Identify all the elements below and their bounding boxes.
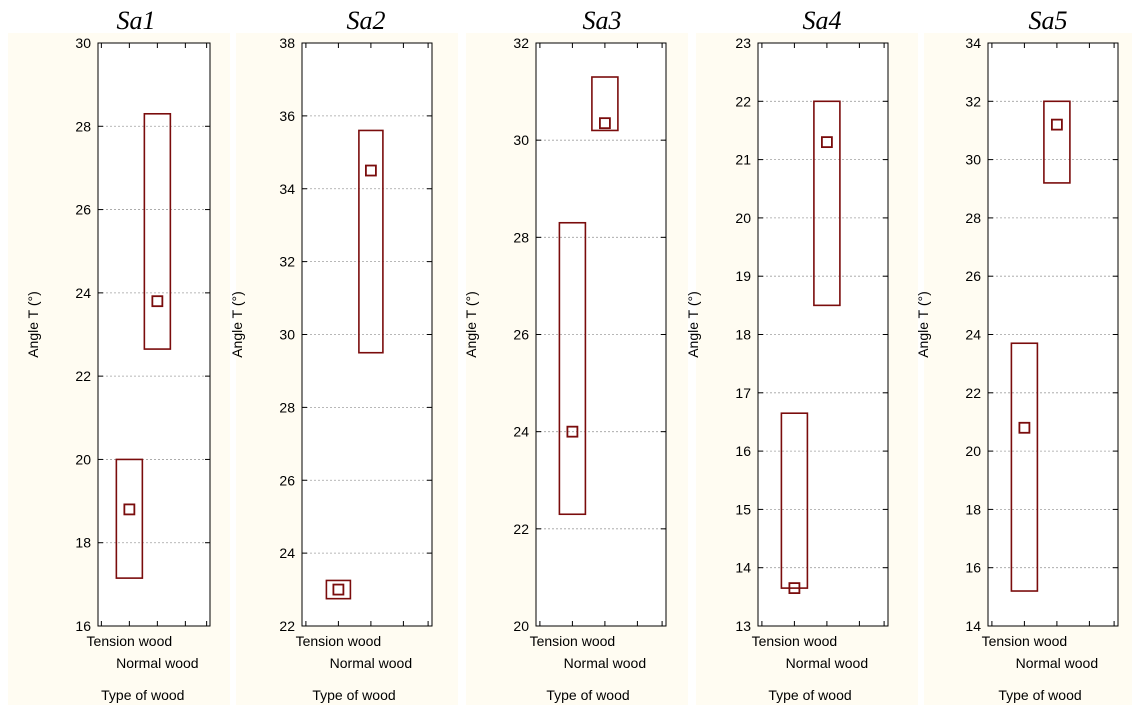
- y-axis-title: Angle T (°): [25, 291, 41, 358]
- x-axis-title: Type of wood: [546, 687, 629, 703]
- median-marker: [788, 582, 801, 595]
- y-tick-label: 24: [965, 327, 981, 343]
- y-tick-label: 26: [279, 472, 295, 488]
- plot-area: [98, 43, 210, 626]
- y-tick-label: 32: [965, 93, 981, 109]
- y-tick-label: 22: [279, 618, 295, 634]
- x-category-label: Tension wood: [982, 633, 1068, 649]
- x-category-label: Normal wood: [786, 655, 868, 671]
- box-normal-wood: [591, 76, 619, 132]
- y-tick-label: 22: [735, 93, 751, 109]
- y-tick-label: 26: [965, 268, 981, 284]
- chart-title-sa1: Sa1: [116, 6, 156, 35]
- x-category-label: Normal wood: [330, 655, 412, 671]
- y-tick-label: 38: [279, 35, 295, 51]
- y-tick-label: 20: [735, 210, 751, 226]
- y-axis-title: Angle T (°): [463, 291, 479, 358]
- x-axis-title: Type of wood: [312, 687, 395, 703]
- y-axis-title: Angle T (°): [685, 291, 701, 358]
- y-tick-label: 26: [75, 202, 91, 218]
- chart-1: 16 18 20 22 24 26 28 30 Tension wood Normal wood T…: [25, 35, 211, 703]
- y-tick-label: 32: [279, 254, 295, 270]
- y-tick-label: 23: [735, 35, 751, 51]
- chart-3: 20 22 24 26 28 30 32 Tension wood Normal wood Typ…: [463, 35, 667, 703]
- median-marker: [151, 295, 164, 308]
- chart-title-sa2: Sa2: [346, 6, 386, 35]
- box-tension-wood: [558, 221, 587, 516]
- y-tick-label: 22: [75, 368, 91, 384]
- chart-5: 14 16 18 20 22 24 26 28 30 32 34 Tension wood Normal…: [915, 35, 1119, 703]
- median-marker: [599, 117, 611, 130]
- x-category-label: Normal wood: [564, 655, 646, 671]
- y-tick-label: 28: [279, 399, 295, 415]
- y-tick-label: 30: [965, 152, 981, 168]
- y-tick-label: 28: [513, 229, 529, 245]
- x-category-label: Normal wood: [116, 655, 198, 671]
- y-tick-label: 15: [735, 501, 751, 517]
- median-marker: [332, 583, 345, 596]
- y-tick-label: 30: [279, 327, 295, 343]
- y-tick-label: 16: [75, 618, 91, 634]
- y-axis-title: Angle T (°): [229, 291, 245, 358]
- y-tick-label: 24: [279, 545, 295, 561]
- plot-frame: [97, 42, 211, 627]
- x-category-label: Tension wood: [87, 633, 173, 649]
- y-tick-label: 34: [279, 181, 295, 197]
- x-axis-title: Type of wood: [768, 687, 851, 703]
- median-marker: [1018, 421, 1031, 434]
- chart-4: 13 14 15 16 17 18 19 20 21 22 23 Tension wood Normal…: [685, 35, 889, 703]
- x-category-label: Tension wood: [530, 633, 616, 649]
- y-tick-label: 36: [279, 108, 295, 124]
- x-axis-title: Type of wood: [101, 687, 184, 703]
- box-normal-wood: [358, 129, 384, 354]
- chart-2: 22 24 26 28 30 32 34 36 38 Tension wood Normal woo…: [229, 35, 433, 703]
- y-tick-label: 26: [513, 327, 529, 343]
- y-tick-label: 30: [513, 132, 529, 148]
- y-tick-label: 18: [75, 535, 91, 551]
- y-tick-label: 22: [513, 521, 529, 537]
- x-category-label: Normal wood: [1016, 655, 1098, 671]
- y-tick-label: 34: [965, 35, 981, 51]
- median-marker: [1051, 118, 1063, 131]
- chart-title-sa3: Sa3: [582, 6, 622, 35]
- y-tick-label: 20: [75, 451, 91, 467]
- median-marker: [123, 503, 136, 516]
- box-tension-wood: [325, 579, 352, 600]
- box-normal-wood: [813, 100, 841, 307]
- y-tick-label: 21: [735, 152, 751, 168]
- chart-title-sa4: Sa4: [802, 6, 842, 35]
- x-category-label: Tension wood: [296, 633, 382, 649]
- median-marker: [566, 425, 579, 438]
- y-tick-label: 17: [735, 385, 751, 401]
- x-axis-title: Type of wood: [998, 687, 1081, 703]
- box-normal-wood: [1043, 100, 1071, 184]
- y-tick-label: 28: [75, 118, 91, 134]
- y-tick-label: 14: [965, 618, 981, 634]
- y-tick-label: 16: [965, 560, 981, 576]
- chart-title-sa5: Sa5: [1028, 6, 1068, 35]
- y-tick-label: 20: [513, 618, 529, 634]
- y-tick-label: 32: [513, 35, 529, 51]
- y-axis-title: Angle T (°): [915, 291, 931, 358]
- box-tension-wood: [1010, 342, 1039, 592]
- y-tick-label: 16: [735, 443, 751, 459]
- y-tick-label: 18: [965, 501, 981, 517]
- y-tick-label: 28: [965, 210, 981, 226]
- median-marker: [364, 164, 377, 177]
- box-tension-wood: [115, 458, 144, 579]
- y-tick-label: 14: [735, 560, 751, 576]
- y-tick-label: 24: [513, 424, 529, 440]
- y-tick-label: 22: [965, 385, 981, 401]
- y-tick-label: 18: [735, 327, 751, 343]
- y-tick-label: 13: [735, 618, 751, 634]
- box-normal-wood: [143, 112, 172, 350]
- box-tension-wood: [780, 412, 809, 589]
- y-tick-label: 20: [965, 443, 981, 459]
- y-tick-label: 19: [735, 268, 751, 284]
- median-marker: [821, 136, 833, 149]
- y-tick-label: 24: [75, 285, 91, 301]
- y-tick-label: 30: [75, 35, 91, 51]
- x-category-label: Tension wood: [752, 633, 838, 649]
